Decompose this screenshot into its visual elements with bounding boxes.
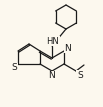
Text: S: S <box>11 63 17 73</box>
Text: N: N <box>65 44 71 53</box>
Text: N: N <box>49 71 55 80</box>
Text: HN: HN <box>47 36 59 45</box>
Text: S: S <box>77 71 83 80</box>
